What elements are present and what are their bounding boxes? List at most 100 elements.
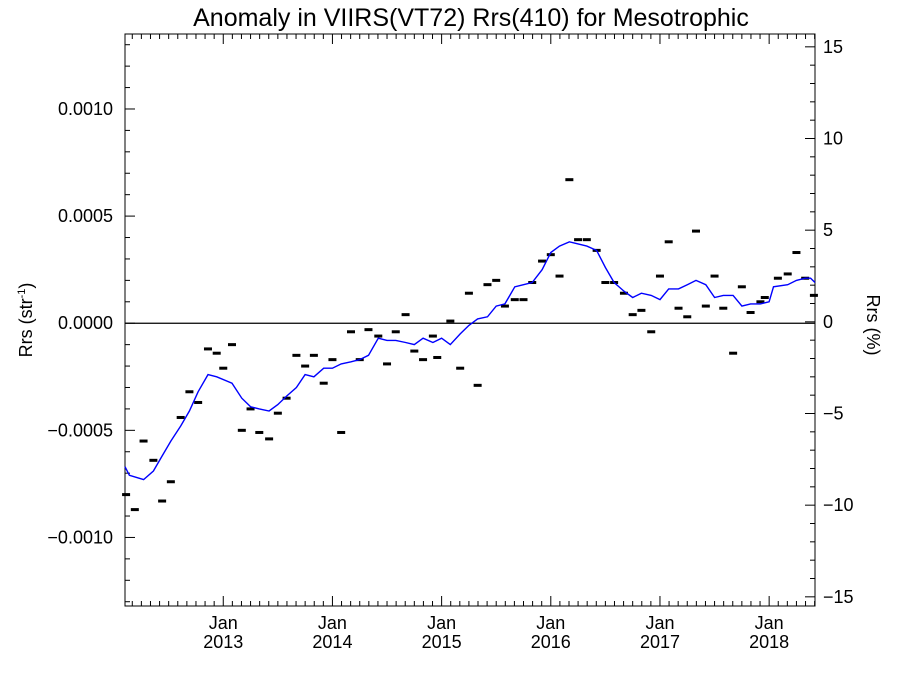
anomaly-mark: [655, 274, 664, 278]
anomaly-mark: [473, 383, 482, 387]
anomaly-mark: [219, 366, 228, 370]
anomaly-mark: [301, 364, 310, 368]
anomaly-mark: [710, 274, 719, 278]
anomaly-mark: [265, 437, 274, 441]
plot-area: −0.0010 −0.0005 0.0000 0.0005 0.0010 −15 −10 −5…: [47, 33, 854, 652]
y-right-tick-label: −10: [823, 495, 854, 515]
anomaly-mark: [273, 411, 282, 415]
anomaly-mark: [456, 366, 465, 370]
x-tick-label-year: 2014: [312, 632, 352, 652]
anomaly-mark: [664, 240, 673, 244]
anomaly-mark: [510, 298, 519, 302]
anomaly-mark: [746, 311, 755, 315]
anomaly-mark: [628, 313, 637, 317]
anomaly-mark: [446, 319, 455, 323]
anomaly-mark: [729, 351, 738, 355]
y-left-tick-label: 0.0010: [58, 99, 113, 119]
anomaly-mark: [647, 330, 656, 334]
anomaly-mark: [500, 304, 509, 308]
anomaly-mark: [538, 259, 547, 263]
anomaly-mark: [464, 291, 473, 295]
anomaly-mark: [756, 300, 765, 304]
anomaly-mark: [122, 493, 131, 497]
y-left-tick-label: −0.0010: [47, 527, 113, 547]
anomaly-mark: [203, 347, 212, 351]
anomaly-mark: [691, 229, 700, 233]
anomaly-mark: [737, 285, 746, 289]
anomaly-mark: [309, 353, 318, 357]
chart-title: Anomaly in VIIRS(VT72) Rrs(410) for Meso…: [193, 4, 749, 32]
anomaly-mark: [255, 430, 264, 434]
anomaly-mark: [760, 296, 769, 300]
x-tick-label-month: Jan: [318, 613, 347, 633]
anomaly-mark: [194, 400, 203, 404]
x-tick-label-month: Jan: [427, 613, 456, 633]
anomaly-mark: [319, 381, 328, 385]
anomaly-mark: [433, 355, 442, 359]
anomaly-mark: [227, 343, 236, 347]
anomaly-mark: [555, 274, 564, 278]
anomaly-mark: [601, 281, 610, 285]
anomaly-mark: [719, 306, 728, 310]
anomaly-mark: [237, 428, 246, 432]
anomaly-mark: [158, 499, 167, 503]
anomaly-mark: [176, 415, 185, 419]
anomaly-mark: [130, 508, 139, 512]
anomaly-mark: [701, 304, 710, 308]
anomaly-mark: [212, 351, 221, 355]
anomaly-mark: [410, 349, 419, 353]
y-left-tick-label: 0.0005: [58, 206, 113, 226]
y-axis-left-label: Rrs (str-1): [16, 283, 36, 358]
anomaly-mark: [383, 362, 392, 366]
anomaly-mark: [519, 298, 528, 302]
y-left-tick-label: 0.0000: [58, 313, 113, 333]
anomaly-mark: [282, 396, 291, 400]
x-tick-label-year: 2016: [531, 632, 571, 652]
x-tick-label-month: Jan: [536, 613, 565, 633]
anomaly-mark: [674, 306, 683, 310]
x-tick-label-year: 2017: [640, 632, 680, 652]
x-tick-label-year: 2018: [749, 632, 789, 652]
x-tick-label-month: Jan: [755, 613, 784, 633]
anomaly-mark: [546, 253, 555, 257]
anomaly-mark: [483, 283, 492, 287]
plot-frame: [124, 33, 816, 607]
x-tick-label-month: Jan: [645, 613, 674, 633]
anomaly-mark: [149, 458, 158, 462]
anomaly-mark: [401, 313, 410, 317]
y-axis-right-label: Rrs (%): [863, 295, 883, 356]
y-axis-left-label-text: Rrs (str: [16, 298, 36, 357]
anomaly-mark: [246, 407, 255, 411]
x-tick-label-year: 2013: [203, 632, 243, 652]
anomaly-mark: [328, 358, 337, 362]
anomaly-mark: [292, 353, 301, 357]
x-tick-label-year: 2015: [422, 632, 462, 652]
anomaly-mark: [773, 276, 782, 280]
y-right-tick-label: 10: [823, 129, 843, 149]
y-right-tick-label: 0: [823, 312, 833, 332]
anomaly-mark: [364, 328, 373, 332]
anomaly-mark: [565, 178, 574, 182]
anomaly-mark: [185, 390, 194, 394]
anomaly-mark: [139, 439, 148, 443]
y-axis-left-label-close: ): [16, 283, 36, 289]
anomaly-mark: [428, 334, 437, 338]
anomaly-mark: [166, 480, 175, 484]
y-left-tick-label: −0.0005: [47, 420, 113, 440]
y-right-tick-label: −5: [823, 404, 844, 424]
anomaly-mark: [809, 293, 818, 297]
anomaly-mark: [391, 330, 400, 334]
running-mean-line: [124, 241, 816, 481]
y-axis-left-label-sup: -1: [16, 289, 28, 299]
x-tick-label-month: Jan: [209, 613, 238, 633]
anomaly-mark: [374, 334, 383, 338]
y-right-tick-label: 5: [823, 220, 833, 240]
anomaly-mark: [582, 238, 591, 242]
anomaly-mark: [419, 358, 428, 362]
anomaly-mark: [492, 278, 501, 282]
anomaly-mark: [619, 291, 628, 295]
anomaly-mark: [792, 251, 801, 255]
anomaly-mark: [783, 272, 792, 276]
y-right-tick-label: −15: [823, 587, 854, 607]
